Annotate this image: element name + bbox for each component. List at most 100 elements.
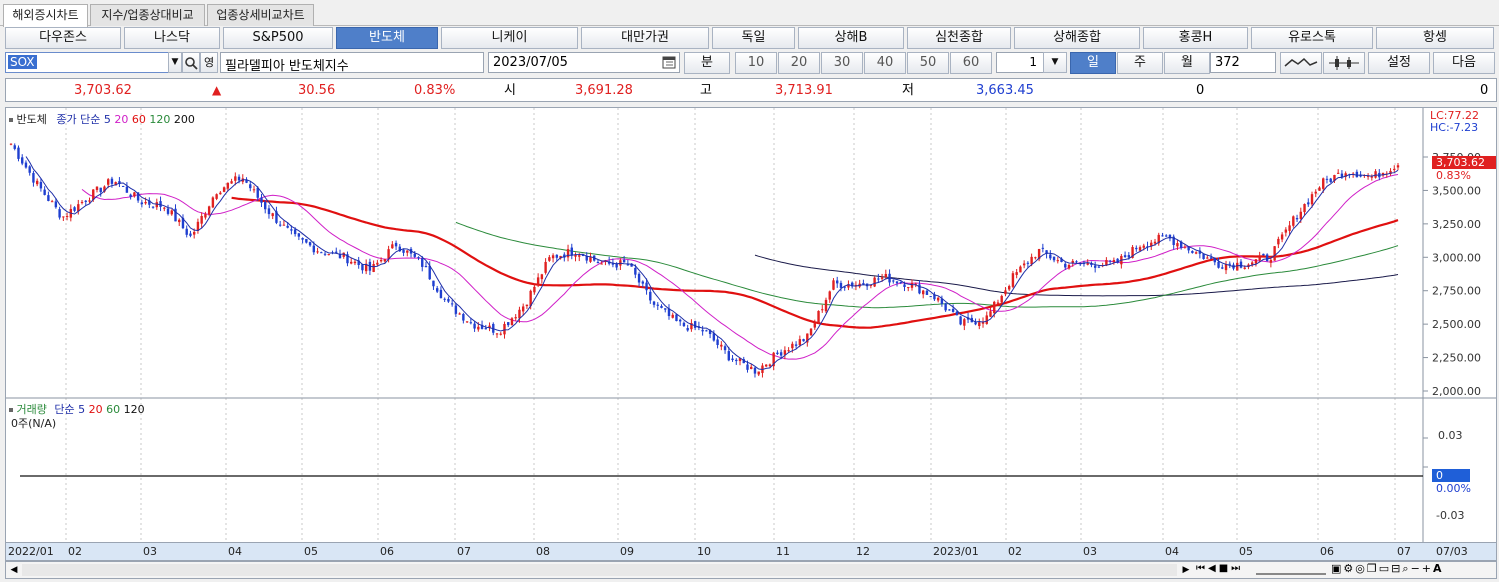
candle-body: [877, 278, 880, 280]
market-button-eurostoxx[interactable]: 유로스톡: [1251, 27, 1373, 49]
target-icon[interactable]: ◎: [1355, 562, 1367, 575]
market-button-shanghai-b[interactable]: 상해B: [798, 27, 904, 49]
minute-button[interactable]: 분: [684, 52, 730, 74]
next-button[interactable]: 다음: [1433, 52, 1495, 74]
interval-30-button[interactable]: 30: [821, 52, 863, 74]
rewind-icon[interactable]: ⏮: [1196, 563, 1208, 574]
multiplier-dropdown-button[interactable]: ▼: [1043, 52, 1067, 73]
candle-body: [817, 310, 820, 323]
candle-body: [73, 207, 76, 211]
market-button-nikkei[interactable]: 니케이: [441, 27, 578, 49]
candle-body: [727, 351, 731, 361]
interval-20-button[interactable]: 20: [778, 52, 820, 74]
gear-icon[interactable]: ⚙: [1343, 562, 1356, 575]
symbol-dropdown-button[interactable]: ▼: [168, 52, 182, 73]
x-axis-label: 04: [228, 545, 242, 558]
english-toggle-button[interactable]: 영: [200, 52, 218, 73]
market-button-taiwan[interactable]: 대만가권: [581, 27, 709, 49]
lc-label: LC:77.22: [1430, 109, 1480, 122]
candle-body: [850, 282, 854, 287]
split-icon[interactable]: ⊟: [1391, 562, 1403, 575]
legend-ma60: 60: [131, 113, 146, 126]
candle-body: [832, 280, 835, 290]
tab-overseas-chart[interactable]: 해외증시차트: [3, 4, 88, 27]
candle-type-button[interactable]: [1323, 52, 1365, 74]
market-button-germany[interactable]: 독일: [712, 27, 795, 49]
x-axis-label: 07: [457, 545, 471, 558]
font-size-icon[interactable]: A: [1433, 562, 1444, 575]
scrollbar-track[interactable]: [22, 564, 1177, 576]
market-button-hangseng[interactable]: 항셍: [1376, 27, 1494, 49]
market-button-sp500[interactable]: S&P500: [223, 27, 333, 49]
date-input[interactable]: 2023/07/05: [488, 52, 680, 73]
speed-slider[interactable]: [1256, 565, 1326, 575]
candle-body: [1064, 263, 1067, 268]
scroll-right-icon[interactable]: ▶: [1182, 565, 1190, 575]
candle-body: [312, 245, 316, 253]
x-axis-label: 06: [1320, 545, 1334, 558]
candle-body: [200, 215, 203, 224]
stop-icon[interactable]: ■: [1218, 563, 1232, 574]
candle-body: [989, 311, 992, 317]
open-value: 3,691.28: [575, 83, 633, 98]
plus-icon[interactable]: +: [1421, 562, 1433, 575]
market-button-shanghai-composite[interactable]: 상해종합: [1014, 27, 1140, 49]
candle-body: [428, 265, 431, 280]
fast-forward-icon[interactable]: ⏭: [1231, 563, 1244, 574]
chart-type-button[interactable]: [1280, 52, 1322, 74]
market-button-hongkong-h[interactable]: 홍콩H: [1143, 27, 1248, 49]
playback-controls[interactable]: ⏮◀■⏭: [1196, 563, 1243, 574]
period-week-button[interactable]: 주: [1117, 52, 1163, 74]
candle-body: [757, 371, 760, 375]
count-input[interactable]: 372: [1210, 52, 1276, 73]
camera-icon[interactable]: ▣: [1331, 562, 1344, 575]
window-icon[interactable]: ▭: [1378, 562, 1392, 575]
candle-body: [641, 281, 645, 284]
period-day-button[interactable]: 일: [1070, 52, 1116, 74]
interval-50-button[interactable]: 50: [907, 52, 949, 74]
candle-body: [1112, 259, 1116, 263]
candle-body: [465, 321, 469, 323]
market-button-dow[interactable]: 다우존스: [5, 27, 121, 49]
prev-icon[interactable]: ◀: [1208, 563, 1219, 574]
candle-body: [578, 255, 581, 257]
tool-icons[interactable]: ▣⚙◎❐▭⊟⌕−+A: [1331, 562, 1444, 576]
candle-body: [1105, 260, 1108, 266]
scroll-left-icon[interactable]: ◀: [10, 565, 18, 575]
market-button-semiconductor[interactable]: 반도체: [336, 27, 438, 49]
candle-body: [630, 263, 633, 267]
candle-body: [667, 308, 671, 317]
settings-button[interactable]: 설정: [1368, 52, 1430, 74]
candle-body: [118, 181, 121, 184]
tab-index-compare[interactable]: 지수/업종상대비교: [90, 4, 205, 26]
ma120-line: [455, 221, 1399, 309]
x-axis-label: 2022/01: [8, 545, 54, 558]
copy-icon[interactable]: ❐: [1366, 562, 1379, 575]
interval-60-button[interactable]: 60: [950, 52, 992, 74]
candle-body: [54, 201, 58, 208]
tab-sector-compare[interactable]: 업종상세비교차트: [207, 4, 314, 26]
symbol-input[interactable]: SOX: [5, 52, 169, 73]
volume-tick-top: 0.03: [1438, 429, 1463, 442]
candle-body: [985, 315, 988, 324]
market-button-nasdaq[interactable]: 나스닥: [124, 27, 220, 49]
candle-body: [417, 257, 420, 259]
zoom-icon[interactable]: ⌕: [1402, 562, 1411, 575]
period-month-button[interactable]: 월: [1164, 52, 1210, 74]
candle-body: [1221, 267, 1224, 269]
search-button[interactable]: [182, 52, 200, 73]
multiplier-select[interactable]: 1: [996, 52, 1044, 73]
candle-body: [234, 176, 237, 181]
candle-body: [521, 306, 525, 312]
minus-icon[interactable]: −: [1410, 562, 1422, 575]
interval-40-button[interactable]: 40: [864, 52, 906, 74]
interval-10-button[interactable]: 10: [735, 52, 777, 74]
candle-body: [1142, 245, 1145, 248]
candle-body: [622, 259, 626, 263]
market-button-shenzhen[interactable]: 심천종합: [907, 27, 1011, 49]
chart-area[interactable]: 3,750.003,500.003,250.003,000.002,750.00…: [5, 107, 1497, 561]
candle-body: [929, 296, 932, 298]
calendar-icon[interactable]: [662, 55, 676, 69]
candle-body: [1026, 262, 1030, 264]
candle-body: [133, 192, 136, 197]
